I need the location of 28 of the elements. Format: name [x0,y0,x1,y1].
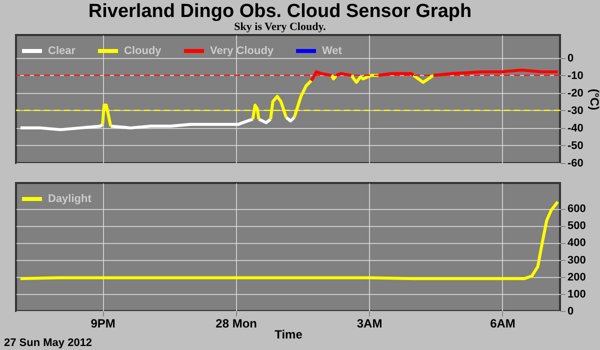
y-tick-label: -50 [568,140,584,152]
x-axis-title: Time [274,328,303,342]
text: 27 Sun May 2012 [4,337,92,349]
chart-subtitle: Sky is Very Cloudy. [234,21,326,33]
legend-label: Daylight [48,193,92,205]
x-tick-label: 9PM [90,316,116,330]
x-tick-label: 28 Mon [216,316,257,330]
chart-title: Riverland Dingo Obs. Cloud Sensor Graph [88,1,472,22]
legend-label: Wet [322,45,342,57]
legend-label: Cloudy [124,45,162,57]
legend-label: Very Cloudy [210,45,274,57]
y-tick-label: -30 [568,104,584,117]
y-tick-label: -20 [568,87,584,100]
legend-label: Clear [48,45,76,57]
y-tick-label: 200 [568,271,586,284]
y-axis-title: (°C) [587,88,600,110]
y-tick-label: 400 [568,237,586,250]
y-tick-label: 100 [568,288,586,300]
x-tick-label: 6AM [490,316,516,330]
y-tick-label: -10 [568,70,584,82]
y-tick-label: -60 [568,158,584,170]
y-tick-label: 0 [568,306,574,318]
y-tick-label: 600 [568,203,586,216]
y-tick-label: -40 [568,122,584,134]
x-tick-label: 3AM [356,316,382,330]
y-tick-label: 500 [568,220,586,232]
y-tick-label: 0 [568,52,574,64]
y-tick-label: 300 [568,254,586,266]
